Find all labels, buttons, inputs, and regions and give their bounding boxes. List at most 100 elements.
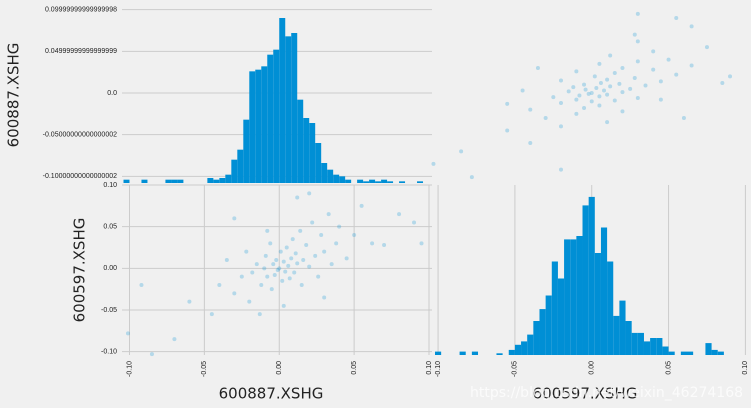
x-tick-label: 0.00 (589, 361, 596, 375)
point (262, 266, 267, 271)
bar (267, 54, 274, 183)
point (419, 241, 424, 246)
point (286, 263, 291, 268)
point (397, 212, 402, 217)
point (257, 312, 262, 317)
bar (285, 36, 292, 184)
point (535, 66, 540, 70)
point (597, 103, 602, 108)
y-tick-label: 0.0 (107, 90, 117, 97)
x-tick-label: 0.10 (426, 361, 433, 375)
y-tick-label: -0.05000000000000002 (43, 132, 117, 139)
point (597, 94, 602, 99)
point (658, 97, 663, 102)
point (617, 81, 622, 86)
bar (637, 332, 644, 355)
point (298, 228, 303, 233)
bar (123, 179, 130, 183)
y-tick-label: -0.05 (101, 307, 117, 314)
point (284, 245, 289, 250)
point (271, 262, 276, 267)
y-tick-label: 0.10 (103, 182, 117, 189)
bar (594, 253, 601, 355)
bar (363, 181, 370, 183)
bar (357, 179, 364, 183)
point (612, 98, 617, 103)
point (589, 91, 594, 95)
point (382, 243, 387, 247)
point (139, 283, 144, 287)
point (310, 220, 315, 225)
point (329, 262, 334, 267)
x-tick-label: -0.10 (126, 361, 133, 377)
bar (213, 179, 220, 183)
bar (570, 239, 577, 355)
point (265, 228, 270, 233)
point (566, 89, 571, 94)
y-tick-label: 0.00 (103, 265, 117, 272)
point (628, 86, 633, 91)
point (635, 96, 640, 100)
point (559, 78, 563, 83)
point (598, 81, 603, 85)
bar (237, 149, 244, 183)
point (643, 83, 648, 88)
point (666, 57, 671, 62)
bar (545, 295, 552, 355)
point (412, 220, 417, 225)
point (574, 97, 579, 102)
point (295, 261, 300, 266)
point (277, 266, 282, 271)
point (292, 270, 297, 275)
x-tick-label: 0.00 (276, 361, 283, 375)
point (469, 175, 474, 180)
point (299, 283, 304, 287)
point (582, 106, 587, 110)
point (528, 107, 533, 112)
point (187, 299, 192, 304)
x-tick-label: 0.05 (665, 361, 672, 375)
point (632, 76, 637, 80)
bar (141, 179, 148, 183)
point (574, 111, 579, 116)
bar (303, 118, 310, 183)
point (149, 352, 154, 357)
point (269, 287, 274, 292)
x-tick-label: 0.05 (351, 361, 358, 375)
point (287, 276, 292, 281)
bar (539, 309, 546, 355)
point (307, 191, 312, 196)
bar (291, 33, 298, 183)
bar (576, 236, 583, 355)
bar (588, 196, 595, 355)
point (520, 88, 525, 93)
bar (381, 179, 388, 183)
point (728, 74, 733, 79)
bar (375, 181, 382, 183)
y-axis-label: 600887.XSHG (5, 43, 23, 148)
point (247, 299, 252, 304)
point (313, 253, 318, 258)
point (632, 32, 637, 37)
point (592, 74, 597, 79)
bar (619, 300, 626, 355)
point (689, 63, 694, 68)
point (281, 303, 286, 308)
point (528, 141, 533, 145)
point (259, 283, 264, 287)
bar (680, 351, 687, 355)
point (620, 90, 625, 95)
x-tick-label: 0.10 (742, 361, 749, 375)
point (301, 258, 306, 262)
point (459, 149, 464, 154)
bar (582, 205, 589, 355)
point (265, 274, 270, 279)
bar (662, 346, 669, 355)
bar (249, 71, 256, 183)
bar (521, 341, 528, 355)
point (274, 258, 279, 262)
point (370, 241, 375, 246)
point (275, 268, 280, 272)
point (620, 66, 625, 70)
point (280, 278, 285, 283)
